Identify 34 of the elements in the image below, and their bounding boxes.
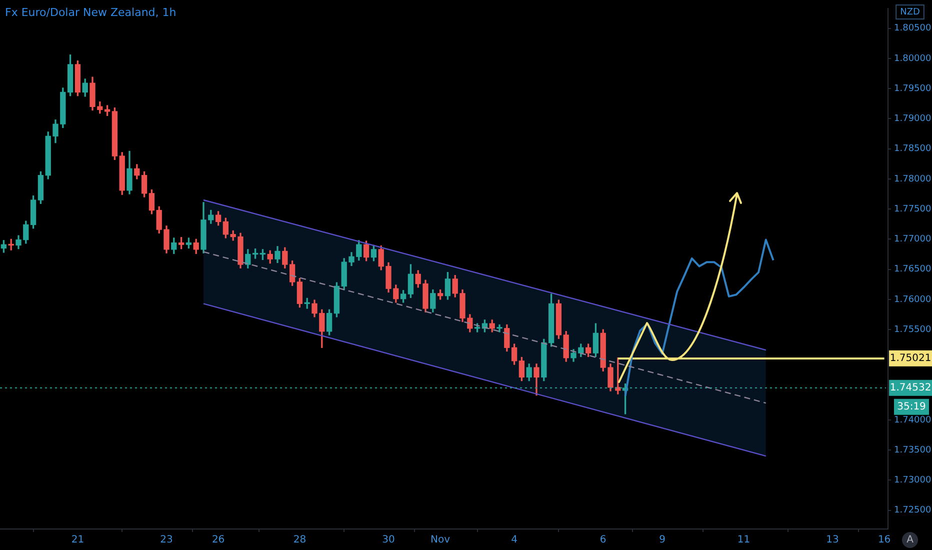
y-tick-label: 1.76500 bbox=[894, 264, 932, 275]
x-tick-label: 13 bbox=[826, 534, 839, 546]
x-tick-label: 28 bbox=[293, 534, 306, 546]
y-tick-label: 1.73000 bbox=[894, 476, 932, 486]
x-tick-label: 16 bbox=[878, 534, 891, 546]
annotation: 1.75021 bbox=[890, 353, 932, 364]
x-tick-label: 30 bbox=[382, 534, 395, 546]
y-tick-label: 1.77500 bbox=[894, 204, 932, 214]
y-tick-label: 1.76000 bbox=[894, 294, 932, 305]
candlestick bbox=[496, 324, 502, 332]
ref-line-label: 1.74532 bbox=[890, 382, 932, 394]
x-tick-label: 4 bbox=[511, 534, 518, 546]
y-tick-label: 1.72500 bbox=[894, 506, 932, 516]
y-tick-label: 1.78000 bbox=[894, 174, 932, 184]
y-tick-label: 1.79000 bbox=[894, 114, 932, 124]
text: 35:19 bbox=[897, 401, 926, 412]
x-tick-label: 23 bbox=[160, 534, 173, 546]
x-tick-label: 26 bbox=[212, 534, 225, 546]
y-tick-label: 1.80000 bbox=[894, 54, 932, 64]
x-tick-label: Nov bbox=[430, 534, 450, 546]
y-tick-label: 1.80500 bbox=[894, 24, 932, 34]
chart-title: Fx Euro/Dolar New Zealand, 1h bbox=[5, 6, 176, 19]
x-tick-label: 6 bbox=[600, 534, 606, 546]
y-tick-label: 1.77000 bbox=[894, 234, 932, 245]
y-tick-label: 1.78500 bbox=[894, 144, 932, 154]
x-tick-label: 11 bbox=[737, 534, 750, 546]
y-tick-label: 1.79500 bbox=[894, 84, 932, 94]
y-tick-label: 1.73500 bbox=[894, 445, 932, 456]
y-axis-title: NZD bbox=[900, 7, 920, 18]
x-tick-label: 21 bbox=[71, 534, 84, 546]
text: A bbox=[906, 534, 914, 546]
y-tick-label: 1.75500 bbox=[894, 324, 932, 335]
x-tick-label: 9 bbox=[659, 534, 666, 546]
y-tick-label: 1.74000 bbox=[894, 415, 932, 426]
